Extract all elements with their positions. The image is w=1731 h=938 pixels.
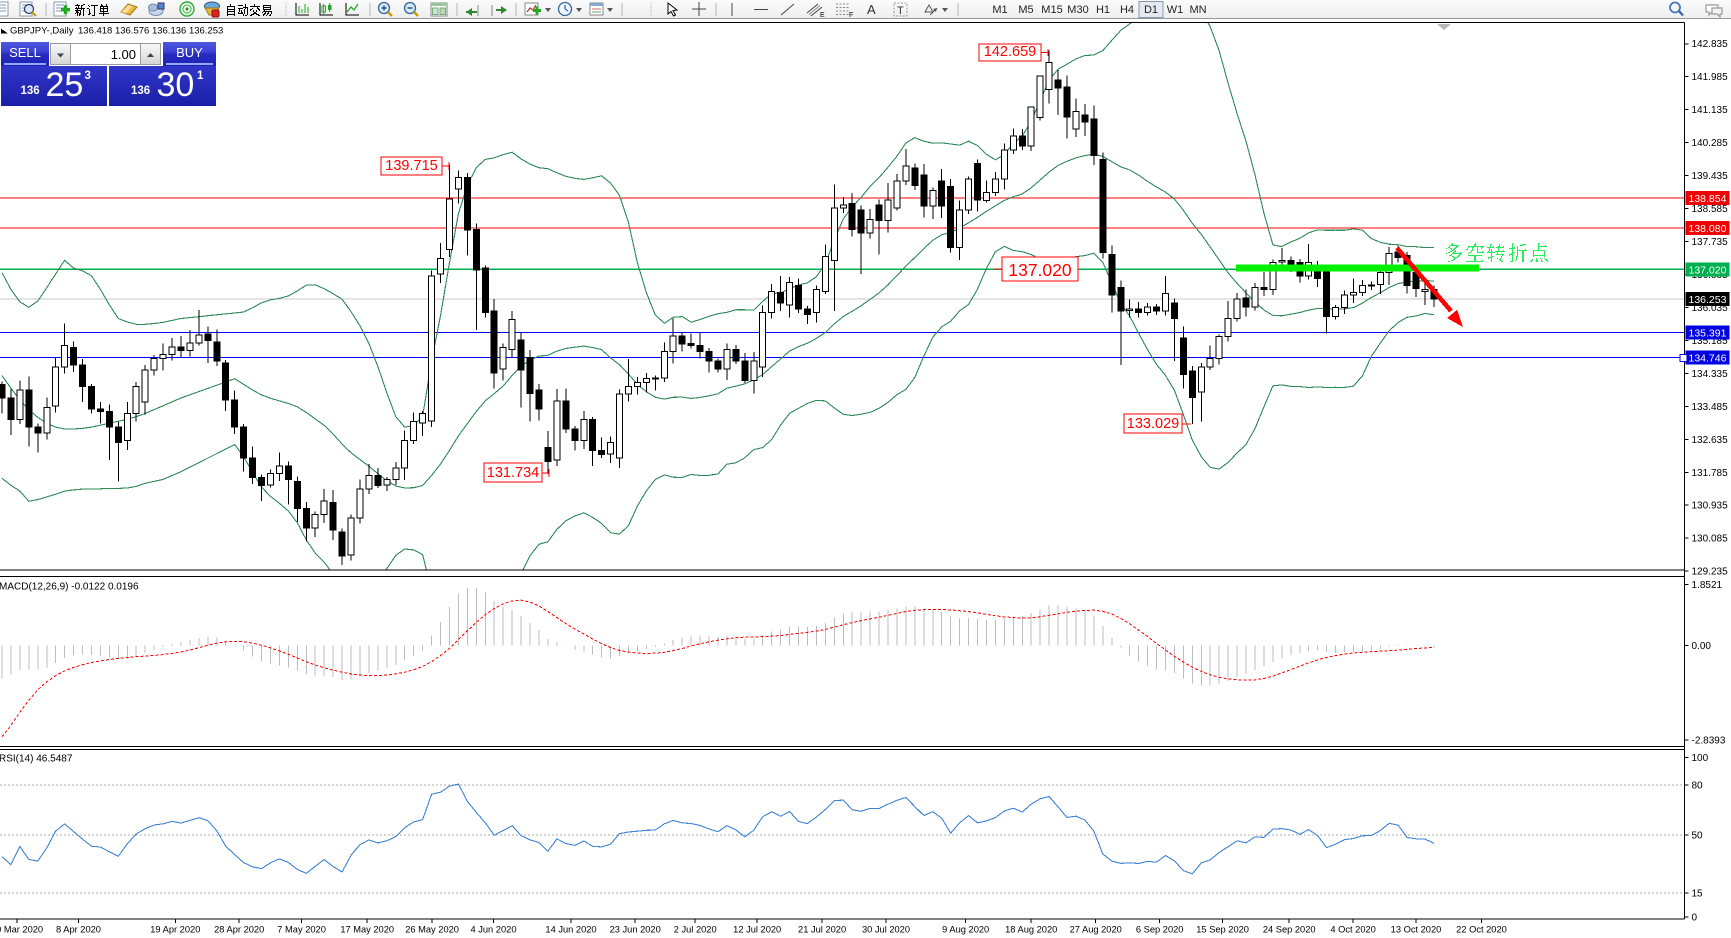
svg-text:138.080: 138.080: [1689, 223, 1727, 235]
svg-text:MN: MN: [1189, 4, 1206, 16]
svg-text:138.854: 138.854: [1689, 193, 1727, 205]
svg-text:30 Mar 2020: 30 Mar 2020: [0, 925, 43, 935]
svg-text:130.085: 130.085: [1692, 534, 1729, 545]
svg-text:141.985: 141.985: [1692, 72, 1729, 83]
svg-text:27 Aug 2020: 27 Aug 2020: [1070, 925, 1122, 935]
svg-text:T: T: [897, 5, 904, 17]
svg-text:134.746: 134.746: [1689, 352, 1727, 364]
svg-text:17 May 2020: 17 May 2020: [340, 925, 394, 935]
svg-text:137.020: 137.020: [1008, 260, 1072, 280]
svg-text:15: 15: [1692, 889, 1704, 900]
svg-text:136.418 136.576 136.136 136.25: 136.418 136.576 136.136 136.253: [78, 26, 223, 37]
svg-text:28 Apr 2020: 28 Apr 2020: [214, 925, 264, 935]
svg-text:F: F: [849, 12, 853, 19]
svg-text:137.020: 137.020: [1689, 264, 1727, 276]
svg-text:22 Oct 2020: 22 Oct 2020: [1456, 925, 1507, 935]
svg-text:133.029: 133.029: [1127, 416, 1179, 432]
svg-text:6 Sep 2020: 6 Sep 2020: [1136, 925, 1184, 935]
svg-text:A: A: [867, 2, 876, 17]
svg-text:H4: H4: [1120, 4, 1134, 16]
svg-text:139.435: 139.435: [1692, 171, 1729, 182]
svg-text:M15: M15: [1041, 4, 1062, 16]
svg-text:13 Oct 2020: 13 Oct 2020: [1391, 925, 1442, 935]
svg-text:131.785: 131.785: [1692, 468, 1729, 479]
svg-text:8 Apr 2020: 8 Apr 2020: [56, 925, 101, 935]
svg-text:2 Jul 2020: 2 Jul 2020: [674, 925, 717, 935]
svg-text:RSI(14) 46.5487: RSI(14) 46.5487: [0, 754, 73, 765]
svg-text:MACD(12,26,9) -0.0122 0.0196: MACD(12,26,9) -0.0122 0.0196: [0, 582, 139, 593]
svg-text:139.715: 139.715: [385, 158, 437, 174]
svg-text:136.035: 136.035: [1692, 303, 1729, 314]
svg-text:137.735: 137.735: [1692, 237, 1729, 248]
svg-text:100: 100: [1692, 753, 1709, 764]
svg-text:129.235: 129.235: [1692, 567, 1729, 578]
svg-text:0.00: 0.00: [1692, 641, 1712, 652]
svg-text:E: E: [820, 12, 825, 19]
svg-text:132.635: 132.635: [1692, 435, 1729, 446]
svg-text:80: 80: [1692, 781, 1704, 792]
svg-text:D1: D1: [1144, 4, 1158, 16]
svg-text:24 Sep 2020: 24 Sep 2020: [1263, 925, 1316, 935]
svg-text:135.391: 135.391: [1689, 327, 1727, 339]
svg-text:H1: H1: [1096, 4, 1110, 16]
svg-text:141.135: 141.135: [1692, 105, 1729, 116]
svg-text:M1: M1: [992, 4, 1007, 16]
svg-text:50: 50: [1692, 831, 1704, 842]
svg-text:1.8521: 1.8521: [1692, 580, 1723, 591]
svg-text:21 Jul 2020: 21 Jul 2020: [798, 925, 846, 935]
svg-text:12 Jul 2020: 12 Jul 2020: [733, 925, 781, 935]
svg-text:-2.8393: -2.8393: [1692, 735, 1726, 746]
svg-text:135.185: 135.185: [1692, 336, 1729, 347]
svg-text:131.734: 131.734: [487, 465, 539, 481]
svg-text:134.335: 134.335: [1692, 369, 1729, 380]
svg-text:14 Jun 2020: 14 Jun 2020: [545, 925, 596, 935]
svg-text:142.835: 142.835: [1692, 39, 1729, 50]
svg-text:133.485: 133.485: [1692, 402, 1729, 413]
svg-text:130.935: 130.935: [1692, 501, 1729, 512]
svg-text:GBPJPY-,Daily: GBPJPY-,Daily: [10, 26, 74, 37]
svg-text:19 Apr 2020: 19 Apr 2020: [150, 925, 200, 935]
svg-text:15 Sep 2020: 15 Sep 2020: [1196, 925, 1249, 935]
svg-text:140.285: 140.285: [1692, 138, 1729, 149]
svg-text:26 May 2020: 26 May 2020: [405, 925, 459, 935]
svg-text:M5: M5: [1018, 4, 1033, 16]
svg-text:M30: M30: [1067, 4, 1088, 16]
svg-text:9 Aug 2020: 9 Aug 2020: [942, 925, 989, 935]
svg-text:4 Jun 2020: 4 Jun 2020: [470, 925, 516, 935]
svg-text:W1: W1: [1167, 4, 1184, 16]
svg-text:136.253: 136.253: [1689, 294, 1727, 306]
svg-text:0: 0: [1692, 913, 1698, 924]
svg-text:4 Oct 2020: 4 Oct 2020: [1330, 925, 1375, 935]
svg-text:7 May 2020: 7 May 2020: [277, 925, 326, 935]
svg-text:30 Jul 2020: 30 Jul 2020: [862, 925, 910, 935]
svg-text:23 Jun 2020: 23 Jun 2020: [610, 925, 661, 935]
svg-text:142.659: 142.659: [984, 44, 1036, 60]
svg-text:18 Aug 2020: 18 Aug 2020: [1005, 925, 1057, 935]
svg-text:138.585: 138.585: [1692, 204, 1729, 215]
